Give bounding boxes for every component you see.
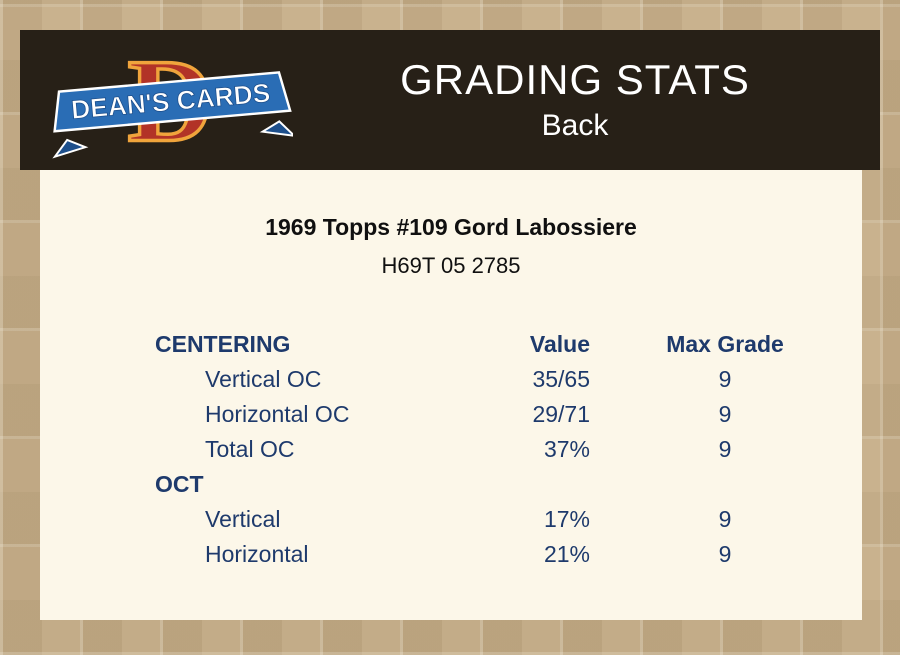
- table-header-row: CENTERING Value Max Grade: [155, 327, 862, 362]
- logo-banner-ribbon: [52, 70, 292, 133]
- row-max-grade: 9: [718, 506, 732, 532]
- card-side-label: Back: [541, 109, 609, 143]
- table-section-row: OCT: [155, 467, 862, 502]
- row-max-grade: 9: [718, 541, 732, 567]
- card-serial-number: H69T 05 2785: [381, 253, 521, 278]
- column-header-value: Value: [529, 331, 590, 357]
- column-header-max-grade: Max Grade: [666, 331, 784, 357]
- card-title: 1969 Topps #109 Gord Labossiere: [265, 214, 637, 240]
- header-bar: D DEAN'S CARDS GRADING STATS Back: [20, 30, 880, 170]
- deans-cards-logo-art: D DEAN'S CARDS: [51, 37, 293, 164]
- table-row: Total OC 37% 9: [155, 432, 862, 467]
- table-row: Vertical OC 35/65 9: [155, 362, 862, 397]
- header-titles: GRADING STATS Back: [320, 55, 880, 143]
- row-max-grade: 9: [718, 436, 732, 462]
- logo-banner-tail-left: [51, 138, 88, 159]
- row-value: 37%: [543, 436, 590, 462]
- logo-banner-tail-right: [259, 119, 293, 137]
- table-row: Horizontal OC 29/71 9: [155, 397, 862, 432]
- section-header-oct: OCT: [155, 471, 204, 497]
- row-label: Vertical OC: [205, 366, 322, 392]
- table-row: Horizontal 21% 9: [155, 537, 862, 572]
- row-max-grade: 9: [718, 401, 732, 427]
- grading-stats-table: CENTERING Value Max Grade Vertical OC 35…: [40, 327, 862, 572]
- row-label: Horizontal: [205, 541, 309, 567]
- row-label: Horizontal OC: [205, 401, 350, 427]
- row-value: 35/65: [532, 366, 590, 392]
- deans-cards-logo: D DEAN'S CARDS: [20, 37, 320, 164]
- row-label: Vertical: [205, 506, 281, 532]
- row-label: Total OC: [205, 436, 295, 462]
- row-value: 17%: [543, 506, 590, 532]
- row-value: 21%: [543, 541, 590, 567]
- row-value: 29/71: [532, 401, 590, 427]
- table-row: Vertical 17% 9: [155, 502, 862, 537]
- content-panel: 1969 Topps #109 Gord Labossiere H69T 05 …: [40, 170, 862, 620]
- row-max-grade: 9: [718, 366, 732, 392]
- logo-banner: DEAN'S CARDS: [51, 70, 293, 159]
- page-title: GRADING STATS: [400, 55, 750, 103]
- column-header-centering: CENTERING: [155, 331, 291, 357]
